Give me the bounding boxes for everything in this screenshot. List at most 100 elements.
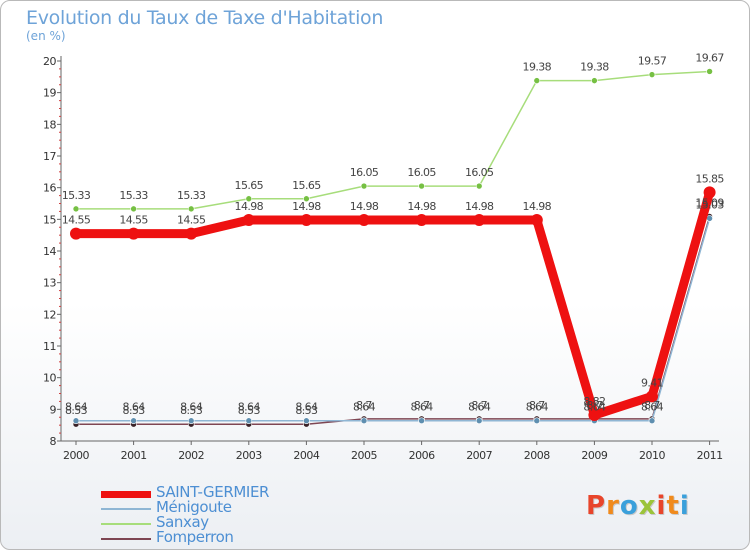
data-label-saint-germier: 14.55	[119, 214, 148, 227]
logo-letter: t	[666, 491, 680, 521]
data-point-m-nigoute	[72, 417, 80, 425]
data-label-sanxay: 16.05	[465, 166, 494, 179]
data-label-fomperron: 15.09	[695, 196, 724, 209]
data-point-m-nigoute	[533, 417, 541, 425]
data-label-m-nigoute: 8.64	[238, 401, 261, 414]
proxiti-logo: Proxiti	[586, 491, 690, 521]
data-point-sanxay	[245, 195, 253, 203]
legend-label: SAINT-GERMIER	[156, 483, 270, 501]
logo-letter: i	[656, 491, 667, 521]
data-point-sanxay	[591, 77, 598, 84]
data-label-sanxay: 15.65	[235, 179, 264, 192]
logo-letter: x	[638, 491, 657, 521]
data-label-saint-germier: 14.98	[235, 200, 264, 213]
data-label-m-nigoute: 8.64	[353, 401, 376, 414]
series-line-fomperron	[75, 215, 711, 425]
data-point-saint-germier	[242, 213, 255, 226]
data-label-fomperron: 8.7	[529, 399, 545, 412]
y-tick-label: 13	[43, 277, 56, 290]
data-label-sanxay: 15.33	[119, 189, 148, 202]
x-tick-label: 2005	[351, 449, 377, 462]
logo-letter: i	[679, 491, 690, 521]
y-tick-label: 11	[43, 340, 56, 353]
series-line-sanxay	[75, 70, 711, 210]
data-label-m-nigoute: 8.64	[123, 401, 146, 414]
x-tick-label: 2010	[639, 449, 665, 462]
chart-legend: SAINT-GERMIER Ménigoute Sanxay Fomperron	[101, 483, 361, 546]
data-label-m-nigoute: 8.64	[411, 401, 434, 414]
x-tick-label: 2001	[121, 449, 147, 462]
legend-swatch	[101, 508, 151, 510]
y-tick-label: 12	[43, 308, 56, 321]
legend-swatch	[101, 523, 151, 525]
data-label-fomperron: 8.7	[414, 399, 430, 412]
y-tick-label: 19	[43, 87, 56, 100]
data-label-fomperron: 8.53	[180, 404, 203, 417]
data-label-saint-germier: 8.82	[583, 395, 605, 408]
data-label-m-nigoute: 8.64	[180, 401, 203, 414]
data-label-sanxay: 15.33	[62, 189, 91, 202]
legend-item: SAINT-GERMIER	[101, 483, 361, 501]
data-label-saint-germier: 14.55	[177, 214, 206, 227]
y-tick-label: 17	[43, 150, 56, 163]
data-point-sanxay	[475, 182, 483, 190]
data-point-saint-germier	[703, 186, 716, 199]
data-point-saint-germier	[530, 213, 543, 226]
x-tick-label: 2009	[581, 449, 607, 462]
data-point-sanxay	[360, 182, 368, 190]
logo-letter: r	[606, 491, 620, 521]
x-tick-label: 2004	[293, 449, 319, 462]
y-tick-label: 18	[43, 118, 56, 131]
data-label-sanxay: 19.38	[523, 61, 552, 74]
data-label-m-nigoute: 8.64	[526, 401, 549, 414]
data-label-m-nigoute: 8.64	[295, 401, 318, 414]
data-label-saint-germier: 14.98	[350, 200, 379, 213]
legend-item: Fomperron	[101, 528, 361, 546]
data-label-m-nigoute: 8.64	[583, 401, 606, 414]
data-point-sanxay	[648, 71, 656, 78]
data-point-sanxay	[72, 205, 80, 213]
y-tick-label: 10	[43, 372, 56, 385]
data-label-sanxay: 15.65	[292, 179, 321, 192]
data-label-saint-germier: 14.98	[292, 200, 321, 213]
data-point-m-nigoute	[130, 417, 137, 425]
data-label-fomperron: 8.7	[644, 399, 660, 412]
data-label-m-nigoute: 15.03	[695, 198, 724, 211]
legend-swatch	[101, 538, 151, 540]
legend-label: Ménigoute	[156, 498, 232, 516]
data-point-sanxay	[418, 182, 425, 190]
data-point-saint-germier	[415, 213, 428, 226]
data-label-saint-germier: 14.98	[407, 200, 436, 213]
data-point-saint-germier	[473, 213, 486, 226]
data-label-fomperron: 8.53	[123, 404, 146, 417]
data-point-saint-germier	[646, 390, 658, 403]
data-label-saint-germier: 14.55	[62, 214, 91, 227]
logo-letter: o	[619, 491, 639, 521]
x-tick-label: 2006	[409, 449, 435, 462]
data-point-saint-germier	[185, 227, 198, 240]
data-label-sanxay: 19.38	[580, 61, 609, 74]
data-point-saint-germier	[127, 227, 140, 240]
data-label-fomperron: 8.7	[587, 399, 603, 412]
x-tick-label: 2011	[697, 449, 723, 462]
data-point-m-nigoute	[648, 417, 656, 425]
series-line-saint-germier	[71, 187, 715, 420]
legend-label: Fomperron	[156, 528, 234, 546]
data-label-sanxay: 16.05	[407, 166, 436, 179]
series-line-m-nigoute	[75, 217, 711, 422]
data-point-sanxay	[130, 205, 137, 213]
data-point-m-nigoute	[360, 417, 368, 425]
legend-item: Ménigoute	[101, 498, 361, 516]
data-label-m-nigoute: 8.64	[65, 401, 88, 414]
data-label-saint-germier: 15.85	[695, 172, 724, 185]
data-label-m-nigoute: 8.64	[641, 401, 664, 414]
data-point-saint-germier	[70, 227, 82, 240]
chart-unit-label: (en %)	[26, 29, 66, 43]
legend-item: Sanxay	[101, 513, 361, 531]
data-label-sanxay: 19.67	[695, 51, 724, 64]
data-label-fomperron: 8.53	[295, 404, 318, 417]
data-point-saint-germier	[588, 409, 601, 422]
data-point-m-nigoute	[187, 417, 195, 425]
